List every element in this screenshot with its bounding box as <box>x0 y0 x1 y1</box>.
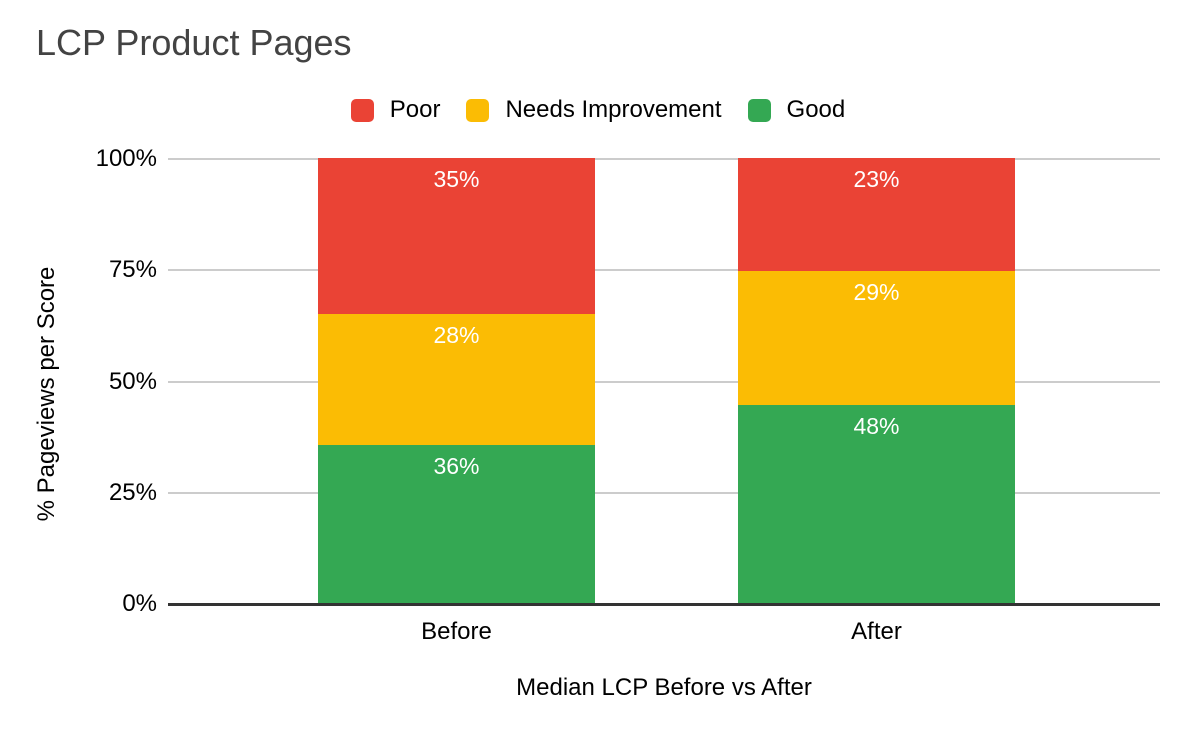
segment-after-good: 48% <box>738 405 1015 604</box>
x-axis-baseline <box>168 603 1160 606</box>
legend-item-good: Good <box>747 96 846 124</box>
legend-item-needs-improvement: Needs Improvement <box>466 96 722 124</box>
legend-label-good: Good <box>786 96 846 123</box>
legend-swatch-needs-improvement <box>466 98 490 122</box>
y-tick-100: 100% <box>95 145 157 172</box>
x-tick-before: Before <box>421 618 492 645</box>
y-axis-title: % Pageviews per Score <box>33 266 60 522</box>
segment-before-poor: 35% <box>318 158 595 314</box>
legend-label-needs-improvement: Needs Improvement <box>505 96 722 123</box>
gridline-25 <box>168 492 1160 494</box>
y-tick-50: 50% <box>108 368 157 395</box>
legend-swatch-poor <box>350 98 374 122</box>
gridline-75 <box>168 269 1160 271</box>
data-label-after-good: 48% <box>853 413 900 440</box>
data-label-before-good: 36% <box>433 452 480 479</box>
plot-area: 35% 28% 36% 23% 29% 48% <box>168 158 1160 606</box>
y-tick-0: 0% <box>122 590 157 617</box>
data-label-before-poor: 35% <box>433 166 480 192</box>
y-tick-75: 75% <box>108 256 157 283</box>
segment-before-good: 36% <box>318 444 595 604</box>
legend: Poor Needs Improvement Good <box>0 96 1196 124</box>
x-tick-after: After <box>851 618 902 645</box>
y-tick-25: 25% <box>108 479 157 506</box>
x-axis-title: Median LCP Before vs After <box>516 674 812 701</box>
chart-title: LCP Product Pages <box>36 22 352 63</box>
gridline-100 <box>168 158 1160 160</box>
data-label-after-needs-improvement: 29% <box>853 279 900 306</box>
legend-label-poor: Poor <box>389 96 441 123</box>
bar-after: 23% 29% 48% <box>738 158 1015 604</box>
legend-swatch-good <box>747 98 771 122</box>
segment-after-poor: 23% <box>738 158 1015 272</box>
segment-before-needs-improvement: 28% <box>318 313 595 445</box>
bar-before: 35% 28% 36% <box>318 158 595 604</box>
data-label-after-poor: 23% <box>853 166 900 192</box>
data-label-before-needs-improvement: 28% <box>433 321 480 348</box>
gridline-50 <box>168 381 1160 383</box>
legend-item-poor: Poor <box>350 96 441 124</box>
segment-after-needs-improvement: 29% <box>738 271 1015 406</box>
